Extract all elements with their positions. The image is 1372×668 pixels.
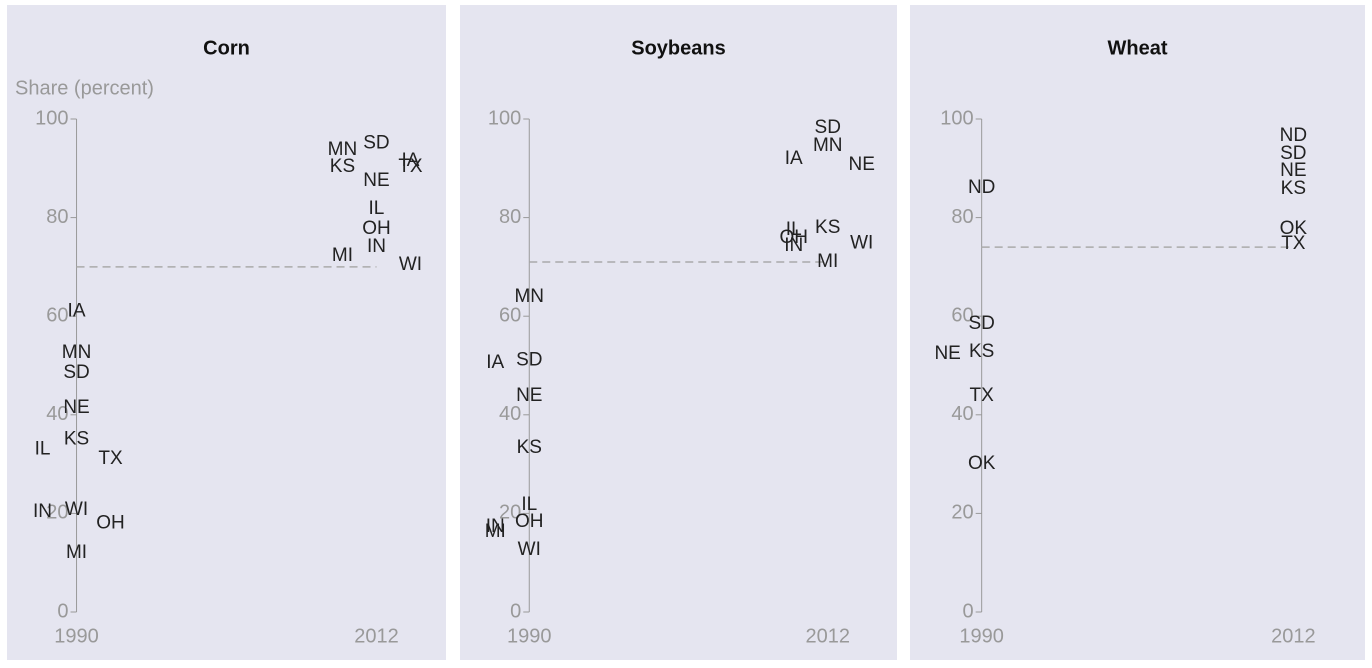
state-label: TX xyxy=(98,448,123,469)
state-label: MI xyxy=(817,251,838,272)
state-label: IA xyxy=(68,300,86,321)
state-label: SD xyxy=(363,133,389,154)
state-label: MI xyxy=(66,542,87,563)
state-label: KS xyxy=(517,437,542,458)
y-tick-label: 0 xyxy=(57,600,68,622)
state-label: OK xyxy=(1280,218,1308,239)
state-label: ND xyxy=(968,177,995,198)
state-label: IN xyxy=(784,235,803,256)
state-label: SD xyxy=(968,313,994,334)
panel xyxy=(910,5,1365,660)
state-label: NE xyxy=(516,385,542,406)
state-label: KS xyxy=(969,341,994,362)
state-label: MI xyxy=(485,521,506,542)
state-label: OH xyxy=(362,218,391,239)
state-label: IL xyxy=(35,438,51,459)
state-label: IL xyxy=(521,494,537,515)
state-label: WI xyxy=(518,539,541,560)
y-tick-label: 20 xyxy=(46,502,68,524)
y-tick-label: 20 xyxy=(951,502,973,524)
state-label: TX xyxy=(970,385,995,406)
y-tick-label: 40 xyxy=(499,403,521,425)
panel-title: Soybeans xyxy=(631,37,725,59)
panel xyxy=(7,5,446,660)
panel xyxy=(460,5,897,660)
y-tick-label: 80 xyxy=(46,206,68,228)
y-tick-label: 100 xyxy=(488,107,521,129)
state-label: ND xyxy=(1280,125,1307,146)
state-label: IN xyxy=(367,236,386,257)
state-label: IL xyxy=(369,198,385,219)
state-label: SD xyxy=(815,117,841,138)
state-label: MN xyxy=(514,286,544,307)
state-label: IA xyxy=(486,352,504,373)
x-tick-label: 1990 xyxy=(959,625,1004,647)
state-label: WI xyxy=(65,499,88,520)
state-label: MN xyxy=(328,139,358,160)
state-label: IA xyxy=(785,148,803,169)
x-tick-label: 1990 xyxy=(54,625,99,647)
state-label: NE xyxy=(849,154,875,175)
state-label: MI xyxy=(332,245,353,266)
y-axis-label: Share (percent) xyxy=(15,77,154,99)
state-label: IL xyxy=(786,219,802,240)
panel-title: Corn xyxy=(203,37,250,59)
state-label: TX xyxy=(1281,233,1306,254)
state-label: NE xyxy=(1280,160,1306,181)
y-tick-label: 60 xyxy=(499,304,521,326)
y-tick-label: 20 xyxy=(499,502,521,524)
y-tick-label: 0 xyxy=(963,600,974,622)
y-tick-label: 100 xyxy=(35,107,68,129)
state-label: NE xyxy=(363,170,389,191)
state-label: MN xyxy=(813,135,843,156)
x-tick-label: 2012 xyxy=(1271,625,1316,647)
y-tick-label: 100 xyxy=(940,107,973,129)
panel-title: Wheat xyxy=(1108,37,1168,59)
state-label: KS xyxy=(1281,178,1306,199)
state-label: KS xyxy=(64,428,89,449)
state-label: SD xyxy=(1280,143,1306,164)
state-label: KS xyxy=(815,217,840,238)
y-tick-label: 40 xyxy=(951,403,973,425)
state-label: SD xyxy=(63,362,89,383)
state-label: TX xyxy=(398,156,423,177)
x-tick-label: 2012 xyxy=(805,625,850,647)
state-label: IN xyxy=(33,501,52,522)
y-tick-label: 80 xyxy=(499,206,521,228)
state-label: NE xyxy=(934,343,960,364)
state-label: NE xyxy=(63,397,89,418)
y-tick-label: 40 xyxy=(46,403,68,425)
state-label: SD xyxy=(516,350,542,371)
y-tick-label: 60 xyxy=(46,304,68,326)
y-tick-label: 0 xyxy=(510,600,521,622)
state-label: IA xyxy=(401,150,419,171)
state-label: OH xyxy=(96,512,125,533)
state-label: OH xyxy=(515,511,544,532)
x-tick-label: 2012 xyxy=(354,625,399,647)
state-label: MN xyxy=(62,342,92,363)
state-label: KS xyxy=(330,156,355,177)
y-tick-label: 80 xyxy=(951,206,973,228)
state-label: WI xyxy=(399,254,422,275)
x-tick-label: 1990 xyxy=(507,625,552,647)
state-label: OK xyxy=(968,453,996,474)
y-tick-label: 60 xyxy=(951,304,973,326)
state-label: IN xyxy=(486,516,505,537)
state-label: WI xyxy=(850,232,873,253)
state-label: OH xyxy=(779,227,808,248)
